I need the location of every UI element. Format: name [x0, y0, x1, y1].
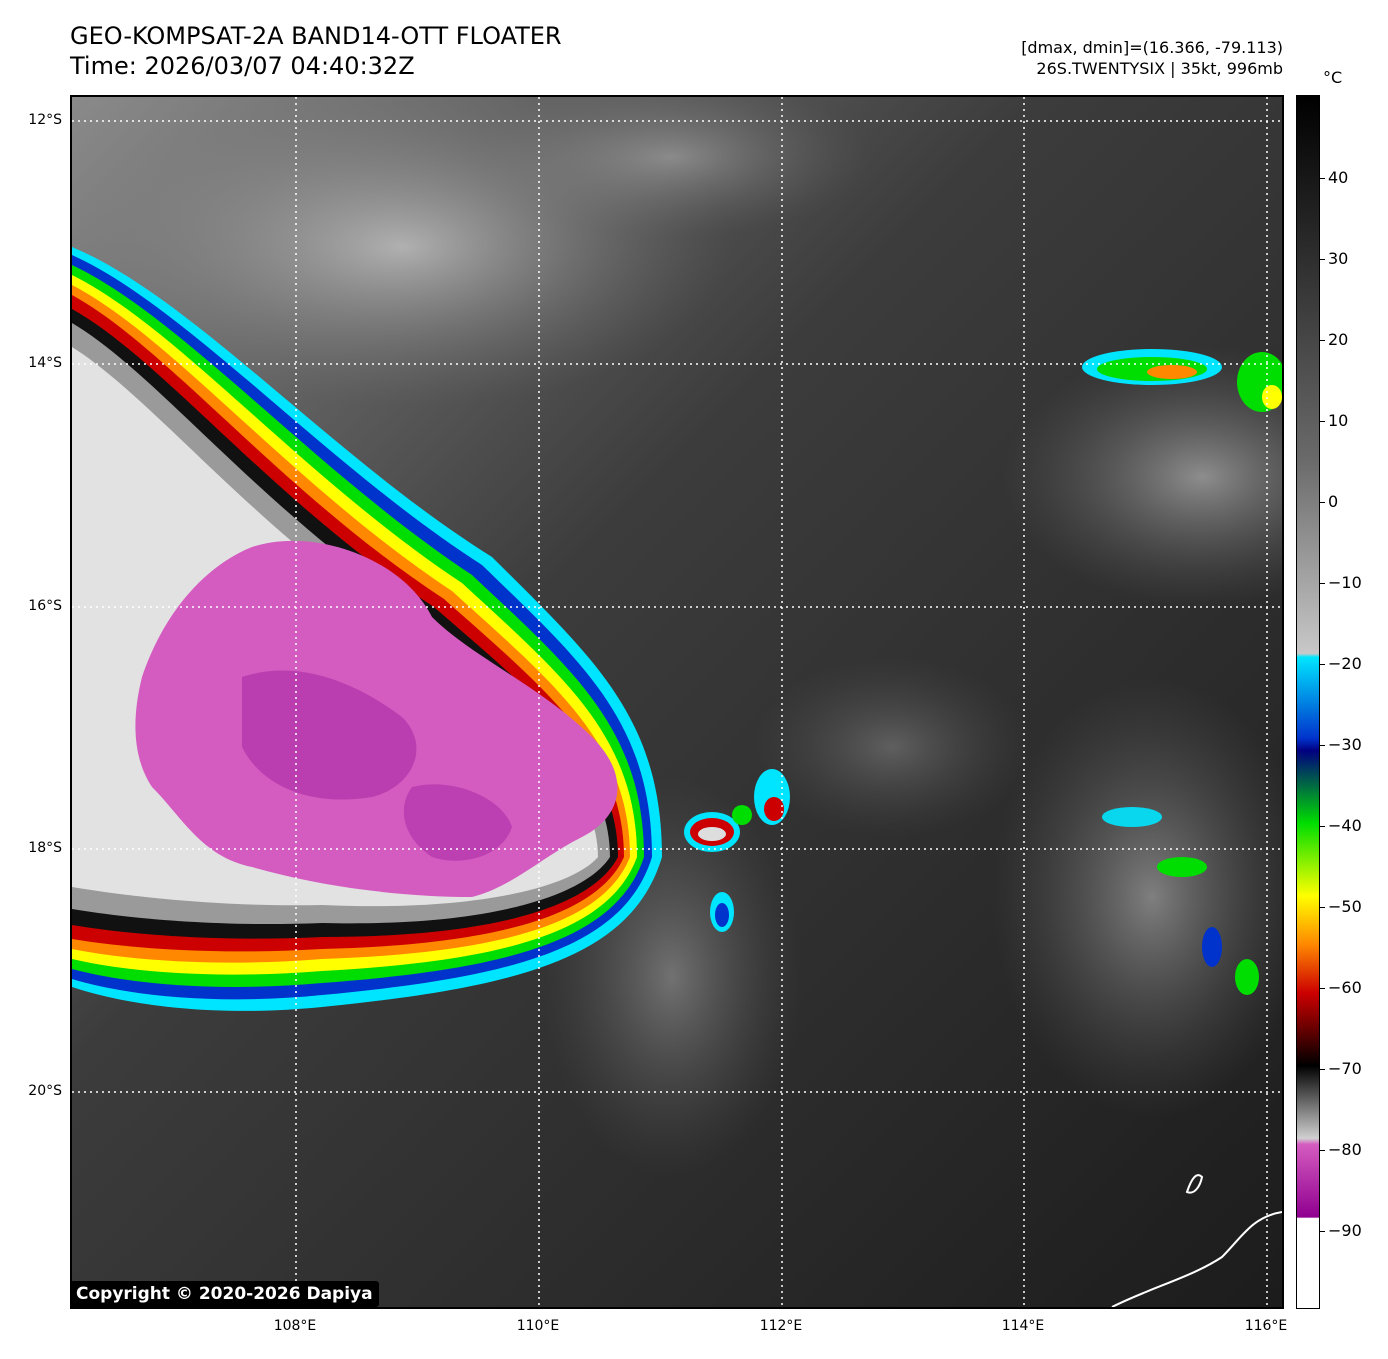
chart-title: GEO-KOMPSAT-2A BAND14-OTT FLOATER — [70, 22, 562, 50]
gridlines — [72, 97, 1282, 1307]
colorbar-tick-label: 0 — [1328, 492, 1339, 511]
storm-cloud — [72, 247, 662, 1011]
colorbar-tick — [1320, 502, 1325, 503]
lat-label: 18°S — [28, 840, 62, 856]
colorbar-tick — [1320, 259, 1325, 260]
lon-label: 112°E — [759, 1318, 803, 1334]
timestamp: Time: 2026/03/07 04:40:32Z — [70, 52, 415, 80]
island-outline — [1185, 1174, 1204, 1194]
colorbar-tick — [1320, 1150, 1325, 1151]
lat-label: 16°S — [28, 598, 62, 614]
coastline — [1111, 1211, 1282, 1307]
colorbar-tick — [1320, 1231, 1325, 1232]
satellite-image — [70, 95, 1284, 1309]
colorbar-tick — [1320, 664, 1325, 665]
copyright-label: Copyright © 2020-2026 Dapiya — [70, 1281, 379, 1307]
colorbar-tick-label: −50 — [1328, 897, 1362, 916]
storm-info: 26S.TWENTYSIX | 35kt, 996mb — [1036, 59, 1283, 78]
colorbar-tick — [1320, 178, 1325, 179]
colorbar-tick — [1320, 826, 1325, 827]
lon-label: 114°E — [1001, 1318, 1045, 1334]
colorbar-tick-label: −80 — [1328, 1140, 1362, 1159]
lon-label: 108°E — [273, 1318, 317, 1334]
lat-label: 12°S — [28, 112, 62, 128]
colorbar-tick — [1320, 1069, 1325, 1070]
colorbar-tick-label: 40 — [1328, 168, 1349, 187]
colorbar-tick-label: −60 — [1328, 978, 1362, 997]
colorbar-tick-label: −10 — [1328, 573, 1362, 592]
map-canvas — [72, 97, 1282, 1307]
colorbar-tick-label: −30 — [1328, 735, 1362, 754]
colorbar-tick — [1320, 907, 1325, 908]
colorbar — [1296, 95, 1320, 1309]
colorbar-tick-label: 20 — [1328, 330, 1349, 349]
lat-label: 14°S — [28, 355, 62, 371]
colorbar-tick-label: −70 — [1328, 1059, 1362, 1078]
colorbar-tick — [1320, 340, 1325, 341]
colorbar-tick — [1320, 421, 1325, 422]
colorbar-tick-label: 30 — [1328, 249, 1349, 268]
lon-label: 116°E — [1244, 1318, 1288, 1334]
colorbar-tick — [1320, 745, 1325, 746]
colorbar-tick-label: −40 — [1328, 816, 1362, 835]
colorbar-tick — [1320, 583, 1325, 584]
lon-label: 110°E — [516, 1318, 560, 1334]
colorbar-tick-label: 10 — [1328, 411, 1349, 430]
colorbar-tick-label: −90 — [1328, 1221, 1362, 1240]
colorbar-tick — [1320, 988, 1325, 989]
colorbar-tick-label: −20 — [1328, 654, 1362, 673]
colorbar-unit: °C — [1323, 68, 1343, 87]
convective-cells — [684, 349, 1282, 995]
dmax-dmin: [dmax, dmin]=(16.366, -79.113) — [1021, 38, 1283, 57]
lat-label: 20°S — [28, 1083, 62, 1099]
